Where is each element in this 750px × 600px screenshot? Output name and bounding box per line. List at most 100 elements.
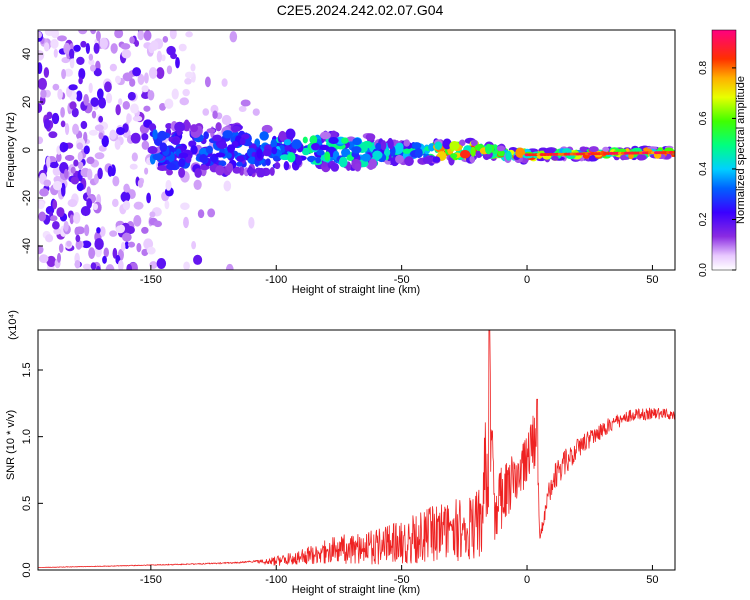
spectrogram-blob-1036: [166, 163, 177, 171]
spectrogram-x-tick-label-3: 0: [524, 274, 530, 286]
spectrogram-blob-147: [70, 166, 76, 174]
spectrogram-blob-313: [83, 145, 90, 155]
snr-scale-note: (x10⁴): [7, 310, 19, 340]
spectrogram-blob-89: [141, 248, 149, 257]
spectrogram-blob-237: [223, 180, 232, 192]
spectrogram-blob-474: [261, 124, 273, 134]
spectrogram-blob-1041: [174, 121, 185, 133]
spectrogram-blob-284: [183, 261, 190, 270]
spectrogram-y-ticks: -40 -20 0 20 40: [21, 48, 43, 254]
snr-x-tick-label-1: -100: [265, 574, 287, 586]
colorbar-tick-label-4: 0.8: [698, 61, 709, 75]
spectrogram-blob-54: [80, 40, 87, 48]
spectrogram-blob-277: [43, 67, 50, 78]
spectrogram-blob-240: [88, 82, 93, 94]
spectrogram-blob-1030: [636, 154, 647, 161]
spectrogram-blob-305: [38, 200, 45, 210]
spectrogram-blob-195: [117, 259, 124, 270]
spectrogram-blob-917: [470, 139, 478, 147]
spectrogram-blob-1031: [404, 156, 414, 167]
spectrogram-blob-322: [137, 30, 145, 41]
spectrogram-blob-1052: [236, 155, 245, 162]
spectrogram-blob-348: [84, 224, 90, 237]
spectrogram-blob-256: [122, 232, 132, 242]
spectrogram-blob-863: [285, 128, 296, 140]
spectrogram-blob-940: [354, 163, 362, 172]
spectrogram-blob-223: [97, 88, 104, 100]
spectrogram-blob-262: [88, 247, 96, 259]
spectrogram-blob-1087: [365, 133, 376, 141]
spectrogram-blob-749: [190, 145, 198, 155]
spectrogram-blob-164: [67, 199, 78, 208]
spectrogram-blob-304: [38, 31, 43, 39]
spectrogram-blob-276: [137, 179, 144, 188]
spectrogram-blob-112: [66, 240, 72, 247]
snr-y-tick-label-0: 0.0: [21, 562, 33, 577]
spectrogram-blob-290: [229, 31, 238, 43]
snr-frame: [37, 329, 676, 571]
spectrogram-blob-90: [109, 63, 118, 72]
spectrogram-blob-651: [205, 145, 214, 154]
spectrogram-blob-1: [76, 56, 85, 65]
figure-title: C2E5.2024.242.02.07.G04: [277, 2, 444, 18]
spectrogram-blob-309: [72, 123, 79, 135]
spectrogram-blob-97: [52, 166, 61, 177]
spectrogram-blob-234: [46, 156, 51, 168]
spectrogram-blob-120: [49, 161, 59, 169]
spectrogram-blob-211: [193, 254, 203, 265]
spectrogram-blob-280: [77, 161, 84, 170]
spectrogram-blob-21: [164, 200, 170, 210]
spectrogram-blob-629: [178, 167, 186, 178]
spectrogram-blob-383: [164, 98, 174, 109]
spectrogram-blob-87: [38, 245, 44, 255]
snr-x-tick-label-3: 0: [524, 574, 530, 586]
spectrogram-blob-377: [86, 198, 93, 209]
spectrogram-blob-378: [97, 167, 103, 180]
spectrogram-blob-293: [252, 108, 260, 116]
spectrogram-blob-949: [270, 138, 278, 149]
spectrogram-blob-230: [136, 242, 142, 253]
spectrogram-blob-1073: [178, 152, 189, 159]
spectrogram-blob-1032: [159, 142, 168, 153]
spectrogram-blob-1022: [259, 131, 269, 141]
spectrogram-blob-611: [148, 123, 157, 132]
spectrogram-blob-340: [75, 226, 85, 235]
spectrogram-blob-1033: [291, 139, 302, 150]
spectrogram-blob-1025: [311, 142, 320, 151]
spectrogram-blob-370: [150, 40, 159, 51]
spectrogram-blob-85: [143, 105, 151, 112]
spectrogram-blob-219: [92, 203, 99, 211]
spectrogram-blob-215: [225, 263, 234, 270]
spectrogram-blob-336: [143, 30, 152, 41]
spectrogram-x-tick-label-1: -100: [265, 274, 287, 286]
spectrogram-blob-312: [212, 110, 218, 119]
spectrogram-blob-1019: [206, 128, 216, 134]
spectrogram-blob-258: [76, 182, 84, 192]
spectrogram-blob-935: [185, 155, 192, 164]
spectrogram-blob-186: [61, 68, 67, 80]
spectrogram-blob-876: [232, 166, 242, 174]
spectrogram-blob-364: [130, 103, 139, 114]
spectrogram-blob-366: [98, 115, 104, 123]
spectrogram-blob-299: [184, 71, 194, 79]
colorbar-gradient: [711, 29, 737, 271]
spectrogram-blob-339: [83, 94, 89, 106]
spectrogram-y-tick-label-0: -40: [21, 238, 33, 254]
spectrogram-blob-389: [43, 42, 50, 52]
spectrogram-blob-327: [207, 208, 216, 218]
spectrogram-blob-927: [387, 139, 394, 150]
spectrogram-blob-1003: [226, 162, 234, 173]
spectrogram-blob-288: [77, 151, 83, 162]
spectrogram-blob-39: [109, 230, 118, 237]
spectrogram-blob-1070: [632, 147, 641, 153]
spectrogram-blob-1048: [190, 124, 198, 133]
spectrogram-blob-380: [45, 234, 54, 243]
spectrogram-blob-355: [183, 216, 189, 229]
spectrogram-blob-947: [395, 154, 404, 164]
spectrogram-blob-8: [149, 261, 158, 269]
spectrogram-blob-973: [231, 125, 241, 132]
spectrogram-blob-257: [141, 133, 149, 141]
spectrogram-blob-390: [76, 142, 84, 150]
spectrogram-blob-38: [75, 90, 83, 102]
spectrogram-blob-951: [315, 156, 321, 164]
